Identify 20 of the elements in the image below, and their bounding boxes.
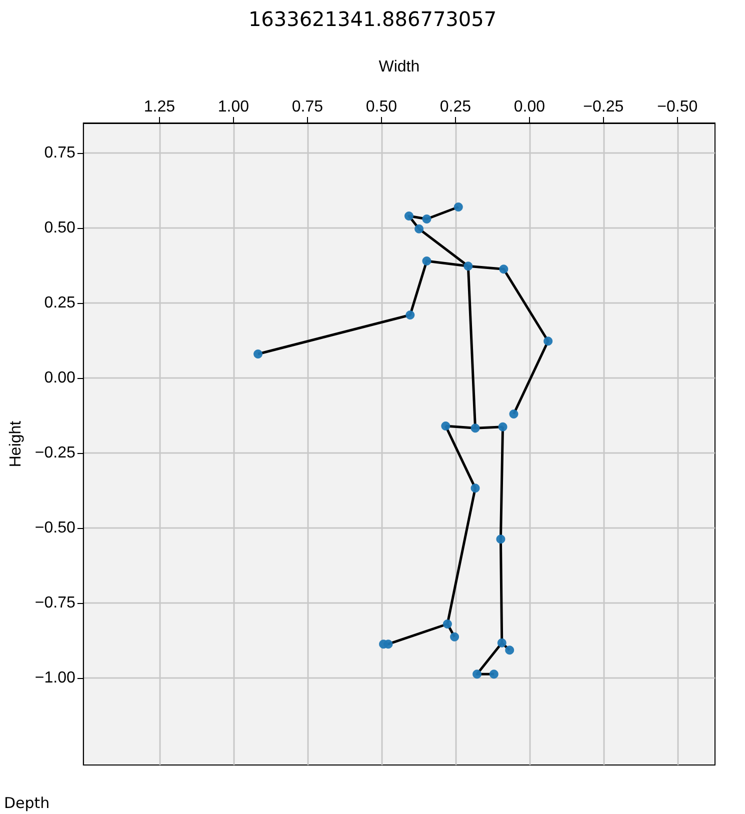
x-tick-label: 0.00 [514,98,546,116]
x-tick-label: 1.00 [218,98,250,116]
x-tick-label: 1.25 [144,98,176,116]
x-tick-label: 0.25 [440,98,472,116]
y-tick-label: −0.75 [34,594,76,612]
x-tick-label: 0.50 [366,98,398,116]
y-axis-title: Height [8,420,24,468]
y-tick-label: −0.50 [34,520,76,536]
y-tick-label: 0.50 [44,220,76,236]
x-axis-title: Width [378,58,420,76]
y-tick-label: 0.25 [44,294,76,312]
y-tick-label: 0.00 [44,370,76,386]
x-tick-label: −0.50 [657,98,698,116]
x-tick-label: −0.25 [583,98,624,116]
text: Depth [4,794,50,812]
chart-title: 1633621341.886773057 [248,7,497,31]
x-tick-label: 0.75 [292,98,324,116]
y-tick-label: −0.25 [34,444,76,462]
y-tick-label: 0.75 [44,144,76,162]
y-tick-label: −1.00 [34,670,76,686]
